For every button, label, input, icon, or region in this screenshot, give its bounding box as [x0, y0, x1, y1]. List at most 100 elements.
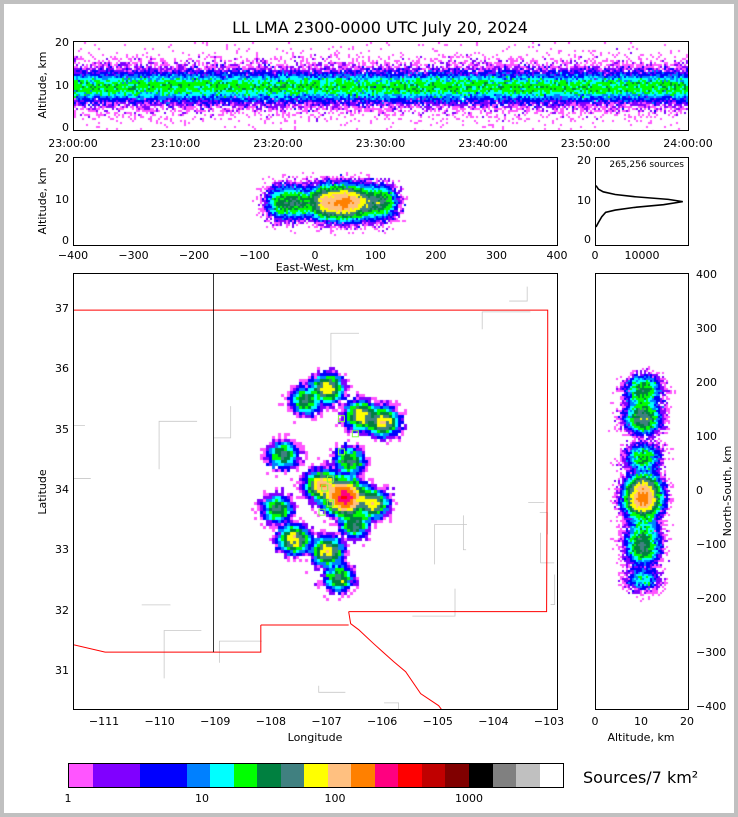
latitude-tick-label: 31	[55, 664, 69, 677]
longitude-tick-label: −109	[200, 715, 231, 728]
altitude-tick-label: 10	[55, 78, 69, 92]
colorbar-tick-label: 100	[324, 792, 346, 805]
colorbar-bin	[398, 764, 422, 787]
colorbar-bin	[304, 764, 328, 787]
latitude-tick-label: 32	[55, 603, 69, 617]
ns-tick-label: −400	[696, 700, 727, 713]
plan-view-density	[74, 274, 557, 709]
lma-station-marker	[326, 499, 334, 507]
lma-station-marker	[337, 415, 345, 423]
longitude-tick-label: −107	[311, 715, 342, 728]
colorbar-bin	[186, 764, 211, 787]
latitude-tick-label: 34	[55, 483, 69, 496]
north-south-xlabel: Altitude, km	[607, 731, 675, 744]
colorbar-bin	[139, 764, 187, 787]
altitude-tick-label: 20	[55, 152, 69, 165]
time-tick-label: 23:40:00	[458, 137, 508, 150]
colorbar-bin	[469, 764, 493, 787]
latitude-tick-label: 33	[55, 543, 69, 557]
colorbar	[68, 763, 564, 788]
colorbar-label: Sources/7 km²	[583, 768, 699, 787]
colorbar-bin	[69, 764, 93, 787]
ew-tick-label: 400	[546, 249, 568, 262]
time-height-ylabel: Altitude, km	[36, 51, 49, 119]
latitude-tick-label: 35	[55, 422, 69, 436]
longitude-tick-label: −103	[533, 715, 565, 728]
ew-tick-label: −100	[239, 249, 270, 262]
colorbar-bin	[327, 764, 352, 787]
lma-station-marker	[318, 508, 326, 516]
latitude-tick-label: 37	[55, 302, 69, 315]
time-tick-label: 23:20:00	[253, 137, 303, 150]
longitude-tick-label: −110	[144, 715, 175, 728]
ns-tick-label: 300	[696, 322, 717, 335]
ns-tick-label: 0	[696, 484, 703, 497]
north-south-ylabel: North-South, km	[721, 445, 734, 537]
time-tick-label: 23:30:00	[355, 137, 406, 150]
ew-tick-label: 100	[365, 249, 386, 262]
ew-tick-label: −300	[118, 249, 149, 262]
colorbar-bin	[280, 764, 305, 787]
time-tick-label: 23:00:00	[48, 137, 98, 150]
east-west-xlabel: East-West, km	[275, 261, 355, 274]
east-west-ylabel: Altitude, km	[36, 167, 49, 235]
north-south-density	[596, 274, 688, 709]
count-tick-label: 10000	[624, 249, 660, 262]
colorbar-bin	[351, 764, 375, 787]
longitude-tick-label: −111	[88, 715, 120, 728]
ew-tick-label: 300	[486, 249, 507, 262]
east-west-density	[74, 158, 557, 245]
ew-tick-label: 200	[425, 249, 447, 262]
histogram-svg	[596, 185, 683, 228]
ns-tick-label: −200	[696, 592, 727, 605]
altitude-tick-label: 0	[62, 121, 69, 134]
time-height-panel	[73, 41, 689, 131]
east-west-panel	[73, 157, 558, 246]
colorbar-bin	[210, 764, 234, 787]
altitude-tick-label: 0	[62, 234, 69, 247]
ns-tick-label: 400	[696, 268, 717, 281]
ns-tick-label: 200	[696, 376, 717, 389]
colorbar-bin	[257, 764, 281, 787]
ns-tick-label: −100	[696, 538, 727, 551]
figure-title: LL LMA 2300-0000 UTC July 20, 2024	[232, 18, 528, 37]
time-tick-label: 23:10:00	[150, 137, 201, 150]
altitude-tick-label: 10	[634, 715, 648, 728]
plan-view-panel	[73, 273, 558, 710]
figure-canvas: LL LMA 2300-0000 UTC July 20, 2024 265,2…	[4, 4, 734, 813]
colorbar-bin	[421, 764, 446, 787]
ew-tick-label: −400	[57, 249, 89, 262]
colorbar-bin	[374, 764, 399, 787]
colorbar-bin	[492, 764, 517, 787]
lma-station-marker	[321, 484, 329, 492]
longitude-tick-label: −104	[478, 715, 509, 728]
altitude-tick-label: 10	[55, 193, 69, 206]
north-south-panel	[595, 273, 689, 710]
altitude-tick-label: 20	[55, 36, 69, 49]
longitude-tick-label: −108	[255, 715, 286, 728]
longitude-tick-label: −106	[367, 715, 398, 728]
lma-station-marker	[337, 448, 345, 456]
latitude-tick-label: 36	[55, 362, 69, 376]
colorbar-tick-label: 10	[195, 792, 209, 805]
colorbar-bin	[539, 764, 564, 787]
colorbar-bin	[516, 764, 540, 787]
colorbar-bin	[445, 764, 469, 787]
colorbar-bin	[233, 764, 258, 787]
longitude-tick-label: −105	[422, 715, 453, 728]
plan-view-xlabel: Longitude	[287, 731, 343, 744]
ns-tick-label: 100	[696, 430, 717, 443]
count-tick-label: 0	[591, 249, 599, 262]
time-tick-label: 23:50:00	[560, 137, 611, 150]
altitude-tick-label: 0	[584, 233, 591, 246]
altitude-tick-label: 10	[577, 193, 591, 207]
altitude-tick-label: 0	[591, 715, 599, 728]
station-markers	[318, 415, 359, 516]
altitude-tick-label: 20	[680, 715, 694, 728]
plan-view-ylabel: Latitude	[36, 469, 49, 515]
ew-tick-label: 0	[311, 249, 319, 262]
histogram-panel: 265,256 sources	[595, 157, 689, 246]
lma-station-marker	[326, 475, 334, 483]
colorbar-tick-label: 1	[64, 792, 72, 805]
